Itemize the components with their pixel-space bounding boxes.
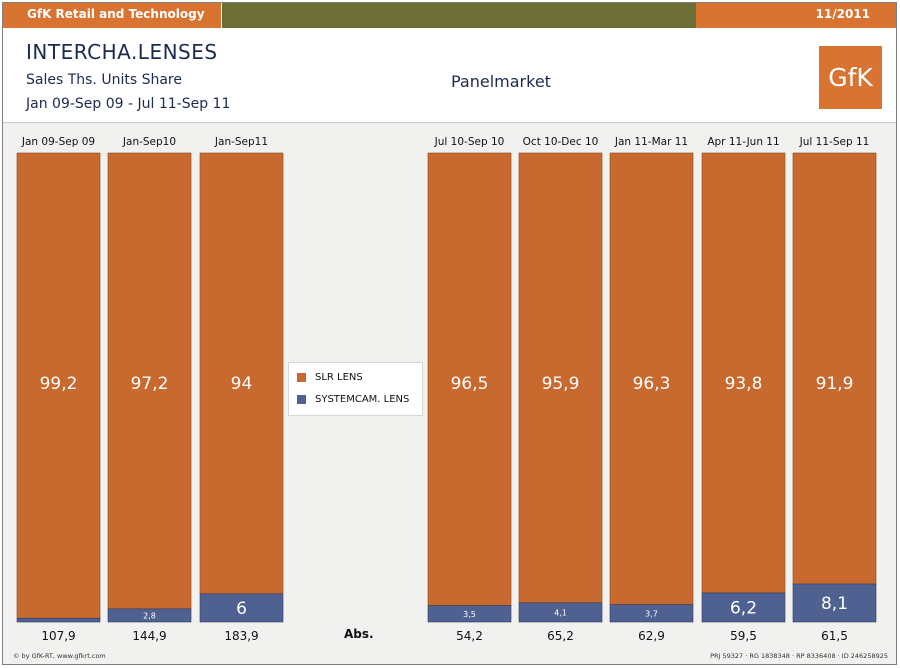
category-label: Apr 11-Jun 11: [707, 136, 779, 148]
bar-value-slr: 96,5: [451, 374, 489, 394]
market-label: Panelmarket: [451, 72, 551, 91]
abs-label: Abs.: [344, 627, 374, 641]
bar-systemcam-lens: [427, 605, 512, 623]
absolute-value: 62,9: [638, 629, 665, 643]
category-label: Jan 11-Mar 11: [614, 136, 688, 148]
bar-slr-lens: [609, 152, 694, 605]
bar-value-slr: 93,8: [725, 374, 763, 394]
bar-systemcam-lens: [701, 592, 786, 623]
bar-value-slr: 95,9: [542, 374, 580, 394]
bar-value-systemcam: 6,2: [730, 598, 757, 618]
legend-label-slr: SLR LENS: [315, 372, 363, 383]
bar-value-systemcam: 6: [236, 599, 247, 619]
bar-value-slr: 99,2: [40, 374, 78, 394]
absolute-value: 65,2: [547, 629, 574, 643]
legend-swatch-systemcam: [297, 395, 306, 404]
category-label: Jan-Sep10: [122, 136, 176, 148]
bar-systemcam-lens: [107, 608, 192, 623]
absolute-value: 107,9: [41, 629, 75, 643]
chart-legend: SLR LENS SYSTEMCAM. LENS: [288, 362, 423, 416]
bar-slr-lens: [701, 152, 786, 594]
absolute-value: 61,5: [821, 629, 848, 643]
page-subtitle: Sales Ths. Units Share: [26, 72, 182, 88]
copyright-note: © by GfK-RT, www.gfkrt.com: [13, 652, 106, 660]
bar-slr-lens: [107, 152, 192, 610]
legend-label-systemcam: SYSTEMCAM. LENS: [315, 394, 410, 405]
header-right-segment: [696, 3, 896, 28]
period-range: Jan 09-Sep 09 - Jul 11-Sep 11: [26, 96, 231, 112]
bar-systemcam-lens: [16, 617, 101, 623]
bar-slr-lens: [427, 152, 512, 606]
bar-value-slr: 96,3: [633, 374, 671, 394]
bar-systemcam-lens: [792, 583, 877, 623]
bar-slr-lens: [792, 152, 877, 585]
reference-codes: PRJ 59327 · RG 1838348 · RP 8336408 · ID…: [710, 652, 888, 660]
category-label: Jul 10-Sep 10: [434, 136, 505, 148]
bar-value-slr: 91,9: [816, 374, 854, 394]
header-middle-segment: [221, 3, 697, 28]
bar-systemcam-lens: [609, 604, 694, 623]
bar-systemcam-lens: [199, 593, 284, 623]
bar-value-systemcam: 4,1: [554, 608, 567, 617]
title-block: INTERCHA.LENSES Sales Ths. Units Share J…: [3, 28, 896, 122]
company-name: GfK Retail and Technology: [27, 7, 205, 21]
bar-slr-lens: [16, 152, 101, 619]
bar-value-systemcam: 3,5: [463, 610, 476, 619]
bar-value-systemcam: 2,8: [143, 611, 156, 620]
bar-value-systemcam: 8,1: [821, 594, 848, 614]
absolute-value: 144,9: [132, 629, 166, 643]
category-label: Jan-Sep11: [214, 136, 268, 148]
absolute-value: 59,5: [730, 629, 757, 643]
bar-value-slr: 97,2: [131, 374, 169, 394]
absolute-value: 183,9: [224, 629, 258, 643]
bar-systemcam-lens: [518, 602, 603, 623]
bar-value-slr: 94: [231, 374, 253, 394]
category-label: Oct 10-Dec 10: [523, 136, 599, 148]
absolute-value: 54,2: [456, 629, 483, 643]
stacked-bar-chart: Jan 09-Sep 09 99,2 107,9 Jan-Sep10 97,2 2,8 14…: [16, 136, 877, 643]
bar-value-systemcam: 3,7: [645, 609, 658, 618]
page-title: INTERCHA.LENSES: [26, 40, 218, 64]
header-bar: GfK Retail and Technology 11/2011: [3, 3, 896, 28]
chart-area: Jan 09-Sep 09 99,2 107,9 Jan-Sep10 97,2 2,8 14…: [3, 122, 896, 664]
report-date: 11/2011: [815, 7, 870, 21]
header-left-segment: [3, 3, 221, 28]
category-label: Jul 11-Sep 11: [799, 136, 870, 148]
category-label: Jan 09-Sep 09: [21, 136, 95, 148]
legend-swatch-slr: [297, 373, 306, 382]
gfk-logo: GfK: [819, 46, 882, 109]
